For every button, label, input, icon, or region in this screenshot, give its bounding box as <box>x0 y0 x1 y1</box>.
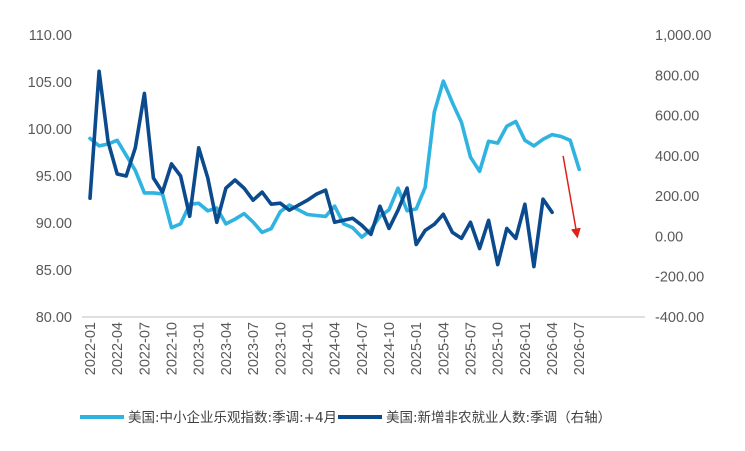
left-axis-ticks: 80.00 85.00 90.00 95.00 100.00 105.00 110.00 <box>28 28 72 326</box>
x-tick-label: 2024-01 <box>300 322 316 375</box>
x-tick-label: 2026-07 <box>572 322 588 375</box>
x-tick-label: 2024-10 <box>382 322 398 375</box>
right-tick-label: -400.00 <box>655 310 704 326</box>
series-line-nonfarm-payrolls <box>88 69 554 269</box>
x-axis-ticks: 2022-01 2022-04 2022-07 2022-10 2023-01 2023-… <box>83 322 588 375</box>
annotation-arrow <box>562 155 581 239</box>
series-line-optimism-index <box>88 79 582 239</box>
left-tick-label: 85.00 <box>36 263 72 279</box>
x-tick-label: 2022-04 <box>110 322 126 375</box>
right-axis-ticks: -400.00 -200.00 0.00 200.00 400.00 600.00 800.… <box>655 28 711 326</box>
left-tick-label: 95.00 <box>36 169 72 185</box>
left-tick-label: 105.00 <box>28 75 72 91</box>
right-tick-label: 1,000.00 <box>655 28 711 44</box>
left-tick-label: 100.00 <box>28 122 72 138</box>
right-tick-label: 200.00 <box>655 189 699 205</box>
x-tick-label: 2024-07 <box>355 322 371 375</box>
x-tick-label: 2025-04 <box>436 322 452 375</box>
annotation <box>562 155 581 239</box>
right-tick-label: 400.00 <box>655 149 699 165</box>
right-tick-label: 0.00 <box>655 229 683 245</box>
x-tick-label: 2022-07 <box>137 322 153 375</box>
x-tick-label: 2023-04 <box>219 322 235 375</box>
x-tick-label: 2023-01 <box>192 322 208 375</box>
x-tick-label: 2025-07 <box>464 322 480 375</box>
x-tick-label: 2024-04 <box>328 322 344 375</box>
right-tick-label: -200.00 <box>655 270 704 286</box>
x-tick-label: 2026-04 <box>545 322 561 375</box>
right-tick-label: 600.00 <box>655 109 699 125</box>
x-tick-label: 2022-10 <box>165 322 181 375</box>
legend-label-optimism-index: 美国:中小企业乐观指数:季调:+4月 <box>128 409 337 426</box>
x-tick-label: 2022-01 <box>83 322 99 375</box>
right-tick-label: 800.00 <box>655 68 699 84</box>
x-tick-label: 2025-10 <box>491 322 507 375</box>
x-tick-label: 2023-10 <box>273 322 289 375</box>
left-tick-label: 80.00 <box>36 310 72 326</box>
legend-label-nonfarm-payrolls: 美国:新增非农就业人数:季调（右轴） <box>386 410 611 426</box>
legend: 美国:中小企业乐观指数:季调:+4月 美国:新增非农就业人数:季调（右轴） <box>80 409 611 426</box>
series-lines <box>88 69 582 269</box>
x-tick-label: 2026-01 <box>518 322 534 375</box>
left-tick-label: 90.00 <box>36 216 72 232</box>
left-tick-label: 110.00 <box>29 28 72 44</box>
x-tick-label: 2025-01 <box>409 322 425 375</box>
x-tick-label: 2023-07 <box>246 322 262 375</box>
